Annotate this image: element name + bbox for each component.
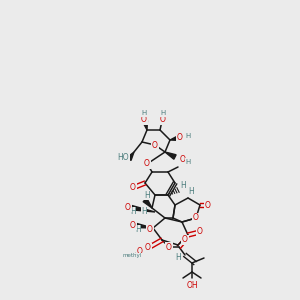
Polygon shape	[143, 198, 152, 208]
Text: H: H	[175, 254, 181, 262]
Text: H: H	[188, 188, 194, 196]
Polygon shape	[165, 152, 176, 159]
Text: O: O	[130, 184, 136, 193]
Text: O: O	[180, 154, 186, 164]
Polygon shape	[142, 121, 147, 130]
Polygon shape	[127, 152, 134, 160]
Text: O: O	[141, 116, 147, 124]
Text: H: H	[135, 226, 141, 235]
Text: H: H	[130, 208, 136, 217]
Text: O: O	[166, 242, 172, 251]
Polygon shape	[128, 205, 155, 212]
Text: O: O	[182, 236, 188, 244]
Text: H: H	[205, 200, 211, 209]
Text: H: H	[160, 110, 166, 116]
Text: H: H	[180, 181, 186, 190]
Text: O: O	[177, 134, 183, 142]
Text: O: O	[145, 244, 151, 253]
Text: O: O	[137, 248, 143, 256]
Text: O: O	[152, 140, 158, 149]
Text: H: H	[185, 159, 190, 165]
Polygon shape	[170, 136, 179, 140]
Text: O: O	[193, 214, 199, 223]
Text: O: O	[197, 227, 203, 236]
Text: methyl: methyl	[122, 254, 142, 259]
Text: HO: HO	[117, 154, 129, 163]
Text: H: H	[185, 133, 190, 139]
Text: H: H	[141, 206, 147, 215]
Text: O: O	[160, 116, 166, 124]
Text: O: O	[130, 220, 136, 230]
Text: O: O	[144, 160, 150, 169]
Text: O: O	[147, 226, 153, 235]
Text: H: H	[141, 110, 147, 116]
Text: O: O	[125, 202, 131, 211]
Text: H: H	[144, 190, 150, 200]
Text: O: O	[205, 200, 211, 209]
Text: OH: OH	[186, 280, 198, 290]
Polygon shape	[133, 223, 153, 228]
